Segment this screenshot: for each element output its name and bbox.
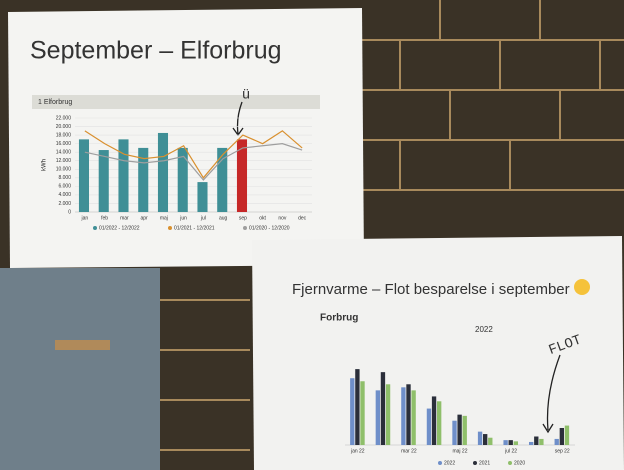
bar xyxy=(381,372,385,445)
bar xyxy=(463,416,467,445)
table xyxy=(55,340,110,350)
photo: September – Elforbrug 1 Elforbrug kWh ü … xyxy=(0,0,624,470)
x-tick-label: maj 22 xyxy=(452,448,467,454)
bar xyxy=(514,441,518,445)
x-tick-label: feb xyxy=(101,215,108,221)
y-tick-label: 20.000 xyxy=(56,124,72,130)
y-tick-label: 22.000 xyxy=(56,115,72,121)
y-tick-label: 4.000 xyxy=(58,192,71,198)
bar xyxy=(401,387,405,445)
header-band xyxy=(32,95,320,109)
x-tick-label: mar xyxy=(120,215,129,221)
x-tick-label: aug xyxy=(219,215,228,221)
x-tick-label: maj xyxy=(160,215,168,221)
bar xyxy=(386,384,390,445)
bar xyxy=(350,378,354,445)
bar xyxy=(411,390,415,445)
legend-swatch xyxy=(168,226,172,230)
bar xyxy=(478,432,482,445)
bar xyxy=(534,437,538,446)
x-tick-label: nov xyxy=(278,215,287,221)
chart-subtitle: 1 Elforbrug xyxy=(38,99,72,106)
window-view xyxy=(0,268,160,470)
chart-subtitle: Forbrug xyxy=(320,313,358,324)
bar xyxy=(360,381,364,445)
y-tick-label: 2.000 xyxy=(58,201,71,207)
bar xyxy=(483,434,487,445)
chart-title: Fjernvarme – Flot besparelse i september xyxy=(292,281,570,298)
bar xyxy=(376,390,380,445)
bar xyxy=(99,150,109,212)
x-tick-label: sep 22 xyxy=(555,448,570,454)
legend-swatch xyxy=(438,461,442,465)
bar xyxy=(509,440,513,445)
bar xyxy=(565,426,569,445)
bar xyxy=(79,139,89,212)
bar xyxy=(503,440,507,445)
bar xyxy=(457,415,461,445)
legend-label: 01/2021 - 12/2021 xyxy=(174,225,215,231)
x-tick-label: jan 22 xyxy=(350,448,365,454)
chart-title: September – Elforbrug xyxy=(30,37,282,65)
y-tick-label: 12.000 xyxy=(56,158,72,164)
bar xyxy=(427,409,431,445)
bar xyxy=(488,438,492,445)
legend-swatch xyxy=(473,461,477,465)
period-label: 2022 xyxy=(475,325,493,334)
y-tick-label: 0 xyxy=(68,209,71,215)
bar xyxy=(432,396,436,445)
legend-label: 01/2020 - 12/2020 xyxy=(249,225,290,231)
legend-label: 2020 xyxy=(514,460,525,466)
bar xyxy=(355,369,359,445)
y-tick-label: 14.000 xyxy=(56,150,72,156)
x-tick-label: okt xyxy=(259,215,266,221)
y-tick-label: 6.000 xyxy=(58,184,71,190)
x-tick-label: jan xyxy=(81,215,89,221)
y-tick-label: 8.000 xyxy=(58,175,71,181)
legend-swatch xyxy=(243,226,247,230)
bar xyxy=(452,421,456,445)
y-axis-label: kWh xyxy=(42,159,48,171)
x-tick-label: sep xyxy=(239,215,247,221)
y-tick-label: 10.000 xyxy=(56,167,72,173)
bar xyxy=(437,401,441,445)
x-tick-label: mar 22 xyxy=(401,448,417,454)
legend-label: 2022 xyxy=(444,460,455,466)
bar xyxy=(197,182,207,212)
x-tick-label: jul xyxy=(200,215,206,221)
smiley xyxy=(574,279,590,295)
bar xyxy=(529,442,533,445)
annotation: ü xyxy=(242,86,250,102)
x-tick-label: apr xyxy=(141,215,149,221)
bar xyxy=(560,428,564,445)
x-tick-label: jun xyxy=(179,215,187,221)
bar xyxy=(555,439,559,445)
legend-swatch xyxy=(508,461,512,465)
bar xyxy=(118,139,128,212)
y-tick-label: 18.000 xyxy=(56,132,72,138)
y-tick-label: 16.000 xyxy=(56,141,72,147)
legend-label: 2021 xyxy=(479,460,490,466)
x-tick-label: jul 22 xyxy=(504,448,517,454)
bar xyxy=(158,133,168,212)
bar xyxy=(539,439,543,445)
bar xyxy=(406,384,410,445)
legend-swatch xyxy=(93,226,97,230)
legend-label: 01/2022 - 12/2022 xyxy=(99,225,140,231)
x-tick-label: dec xyxy=(298,215,307,221)
